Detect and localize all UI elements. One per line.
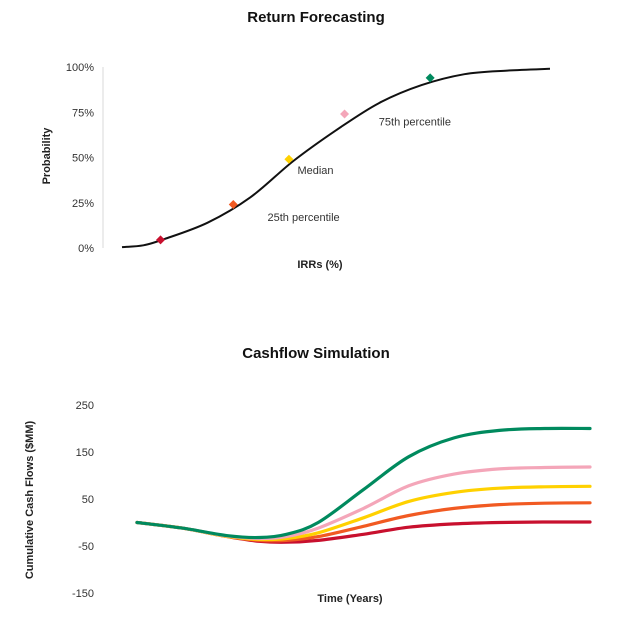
chart1-percentile-marker xyxy=(425,73,435,83)
chart1-y-tick-label: 100% xyxy=(66,62,94,74)
chart1-plot: 100% 75% 50% 25% 0% Median 25th percentile 75th… xyxy=(66,62,551,255)
chart1-annotation: Median xyxy=(297,165,333,177)
chart1-y-tick-label: 75% xyxy=(72,107,94,119)
chart1-title: Return Forecasting xyxy=(247,9,385,26)
chart2-title: Cashflow Simulation xyxy=(242,345,390,362)
chart1-y-axis-label: Probability xyxy=(41,127,53,185)
chart2-y-tick-label: 50 xyxy=(82,494,94,506)
chart1-y-tick-label: 50% xyxy=(72,153,94,165)
chart1-percentile-marker xyxy=(228,200,238,210)
chart1-y-tick-label: 25% xyxy=(72,198,94,210)
chart2-y-axis-label: Cumulative Cash Flows ($MM) xyxy=(24,421,36,580)
chart2-series-line xyxy=(135,426,592,540)
chart2-y-tick-label: -150 xyxy=(72,588,94,600)
chart2-y-tick-label: -50 xyxy=(78,541,94,553)
chart2-plot: 250 150 50 -50 -150 xyxy=(72,400,592,600)
chart1-percentile-marker xyxy=(340,109,350,119)
chart1-y-tick-label: 0% xyxy=(78,243,94,255)
chart2-y-tick-label: 250 xyxy=(76,400,94,412)
chart1-annotation: 75th percentile xyxy=(379,116,451,128)
chart1-percentile-marker xyxy=(284,154,294,164)
chart2-x-axis-label: Time (Years) xyxy=(317,593,383,605)
chart1-annotation: 25th percentile xyxy=(268,212,340,224)
chart2-y-tick-label: 150 xyxy=(76,447,94,459)
chart1-x-axis-label: IRRs (%) xyxy=(297,259,343,271)
chart1-percentile-marker xyxy=(156,235,166,245)
